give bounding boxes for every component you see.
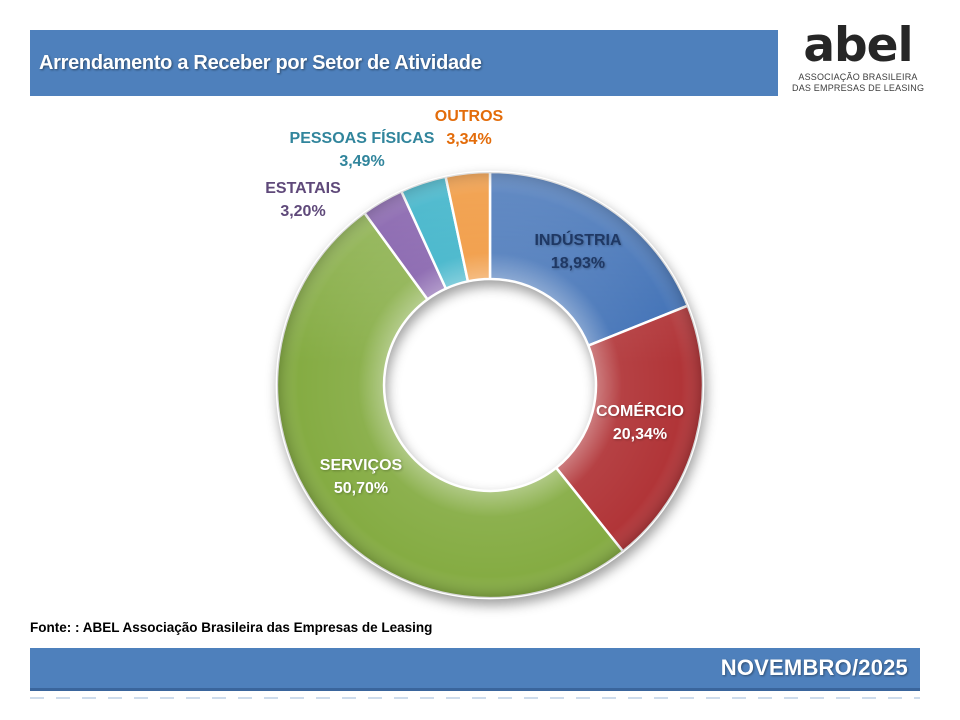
period-label: NOVEMBRO/2025 [720,655,908,680]
slice-label-pessoas-fisicas: PESSOAS FÍSICAS 3,49% [262,127,462,173]
footer-bar-reflection [30,697,920,699]
slice-name-estatais: ESTATAIS [265,180,341,197]
abel-logo-wordmark: abel [803,18,913,73]
slice-name-industria: INDÚSTRIA [534,232,622,249]
slice-name-pessoas-fisicas: PESSOAS FÍSICAS [289,130,435,147]
title-bar: Arrendamento a Receber por Setor de Ativ… [30,30,778,96]
slice-pct-industria: 18,93% [550,255,606,272]
slice-pct-outros: 3,34% [446,131,492,148]
abel-logo: abel ASSOCIAÇÃO BRASILEIRA DAS EMPRESAS … [792,20,924,94]
source-note: Fonte: : ABEL Associação Brasileira das … [30,620,433,635]
slice-pct-pessoas-fisicas: 3,49% [339,153,385,170]
slice-pct-estatais: 3,20% [280,203,326,220]
slice-label-estatais: ESTATAIS 3,20% [228,177,378,223]
slice-label-industria: INDÚSTRIA 18,93% [503,229,653,275]
page-title: Arrendamento a Receber por Setor de Ativ… [39,51,482,74]
slice-name-comercio: COMÉRCIO [596,403,684,420]
slice-pct-comercio: 20,34% [612,426,668,443]
abel-logo-subtitle-2: DAS EMPRESAS DE LEASING [792,83,925,93]
slice-pct-servicos: 50,70% [333,480,389,497]
footer-bar: NOVEMBRO/2025 [30,648,920,691]
slice-label-outros: OUTROS 3,34% [394,105,544,151]
slice-name-servicos: SERVIÇOS [319,457,403,474]
slice-name-outros: OUTROS [434,108,504,125]
slice-label-comercio: COMÉRCIO 20,34% [565,400,715,446]
abel-logo-subtitle-1: ASSOCIAÇÃO BRASILEIRA [798,72,918,82]
slice-label-servicos: SERVIÇOS 50,70% [286,454,436,500]
